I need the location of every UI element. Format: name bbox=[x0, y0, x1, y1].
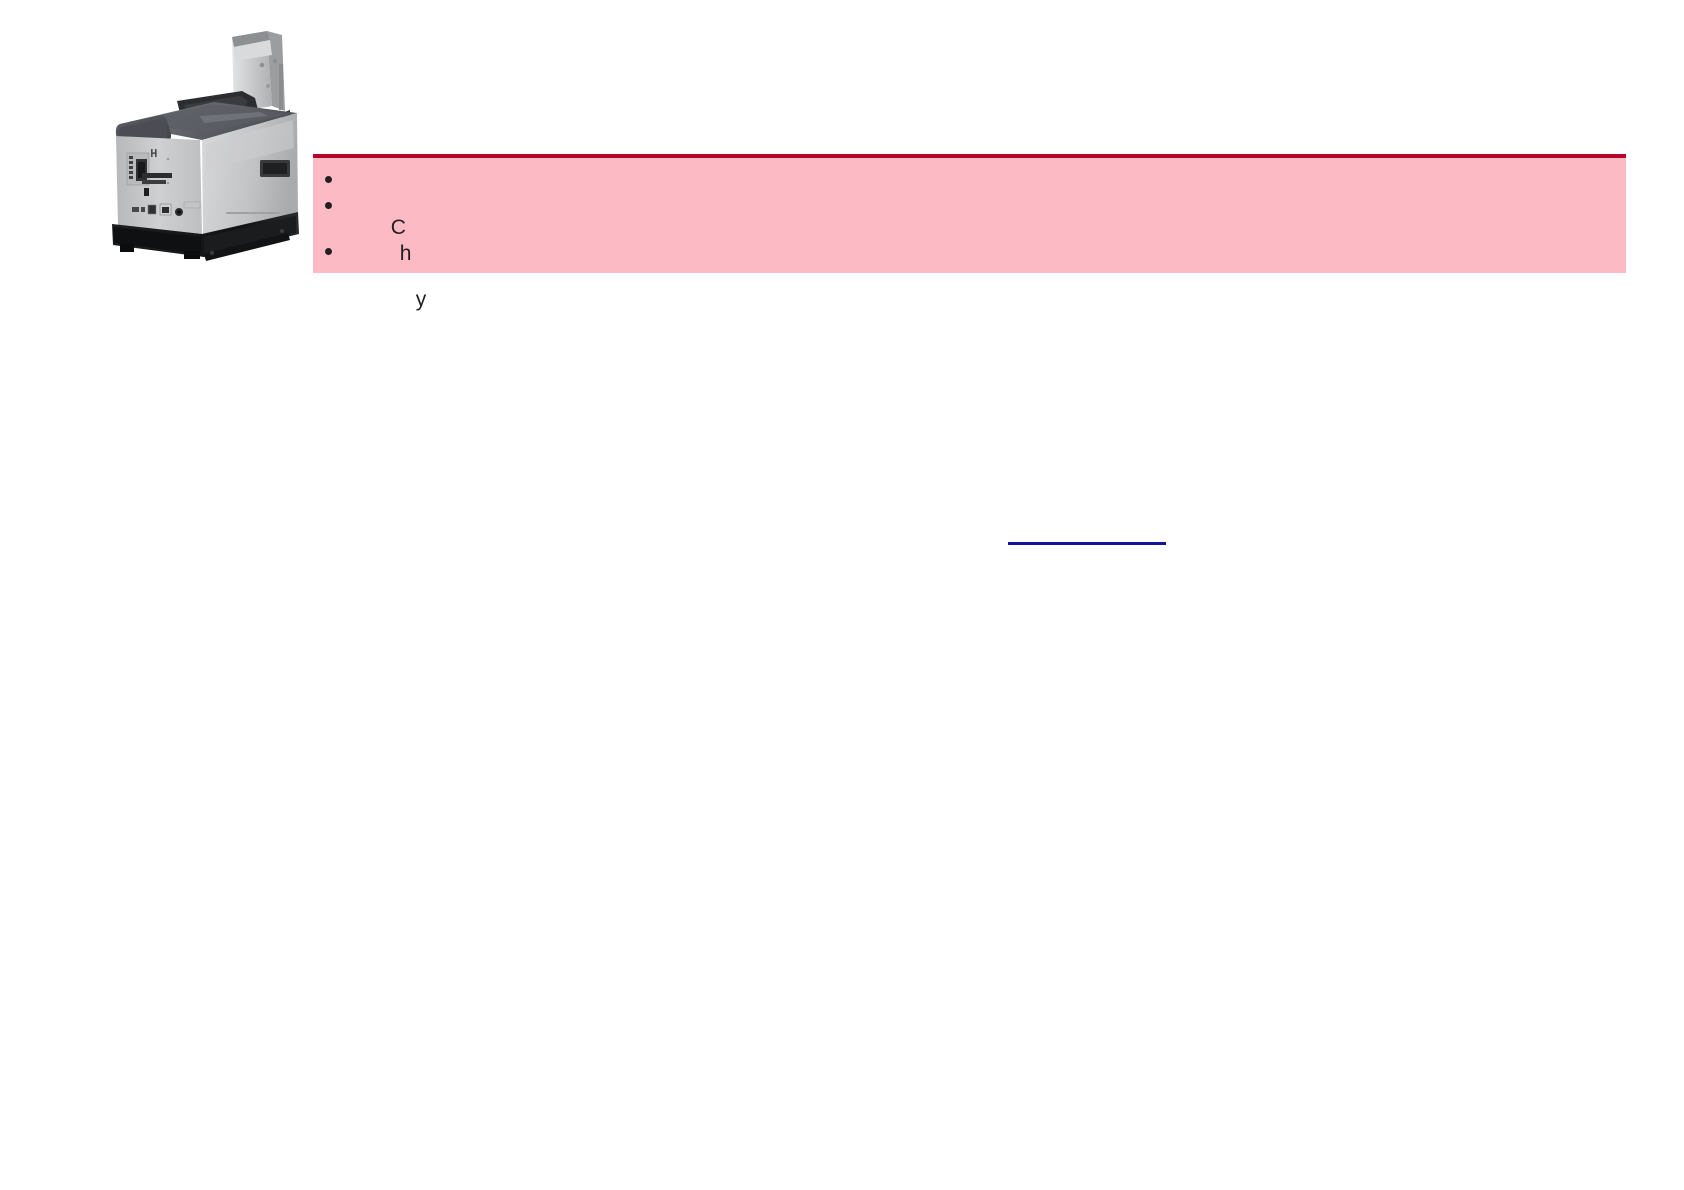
list-item-label: h bbox=[399, 242, 412, 265]
list-item: C bbox=[313, 168, 406, 264]
list-item-label: y bbox=[415, 288, 427, 311]
connector-row bbox=[132, 201, 201, 216]
product-photo bbox=[92, 28, 304, 266]
document-hyperlink[interactable] bbox=[1008, 518, 1166, 545]
front-panel-detail bbox=[126, 152, 172, 196]
handle-line bbox=[226, 212, 280, 214]
panel-marking bbox=[151, 149, 157, 157]
vent-slot bbox=[260, 160, 290, 177]
list-item: h bbox=[313, 194, 411, 290]
note-bullet-list: C h y bbox=[313, 158, 1626, 311]
list-item: y bbox=[313, 240, 426, 336]
list-item-label: C bbox=[390, 216, 406, 239]
bullet-icon bbox=[325, 176, 332, 183]
highlighted-note: C h y bbox=[313, 154, 1626, 311]
bullet-icon bbox=[325, 248, 332, 255]
bullet-icon bbox=[325, 202, 332, 209]
product-photo-illustration bbox=[112, 31, 299, 261]
front-face bbox=[116, 136, 202, 236]
